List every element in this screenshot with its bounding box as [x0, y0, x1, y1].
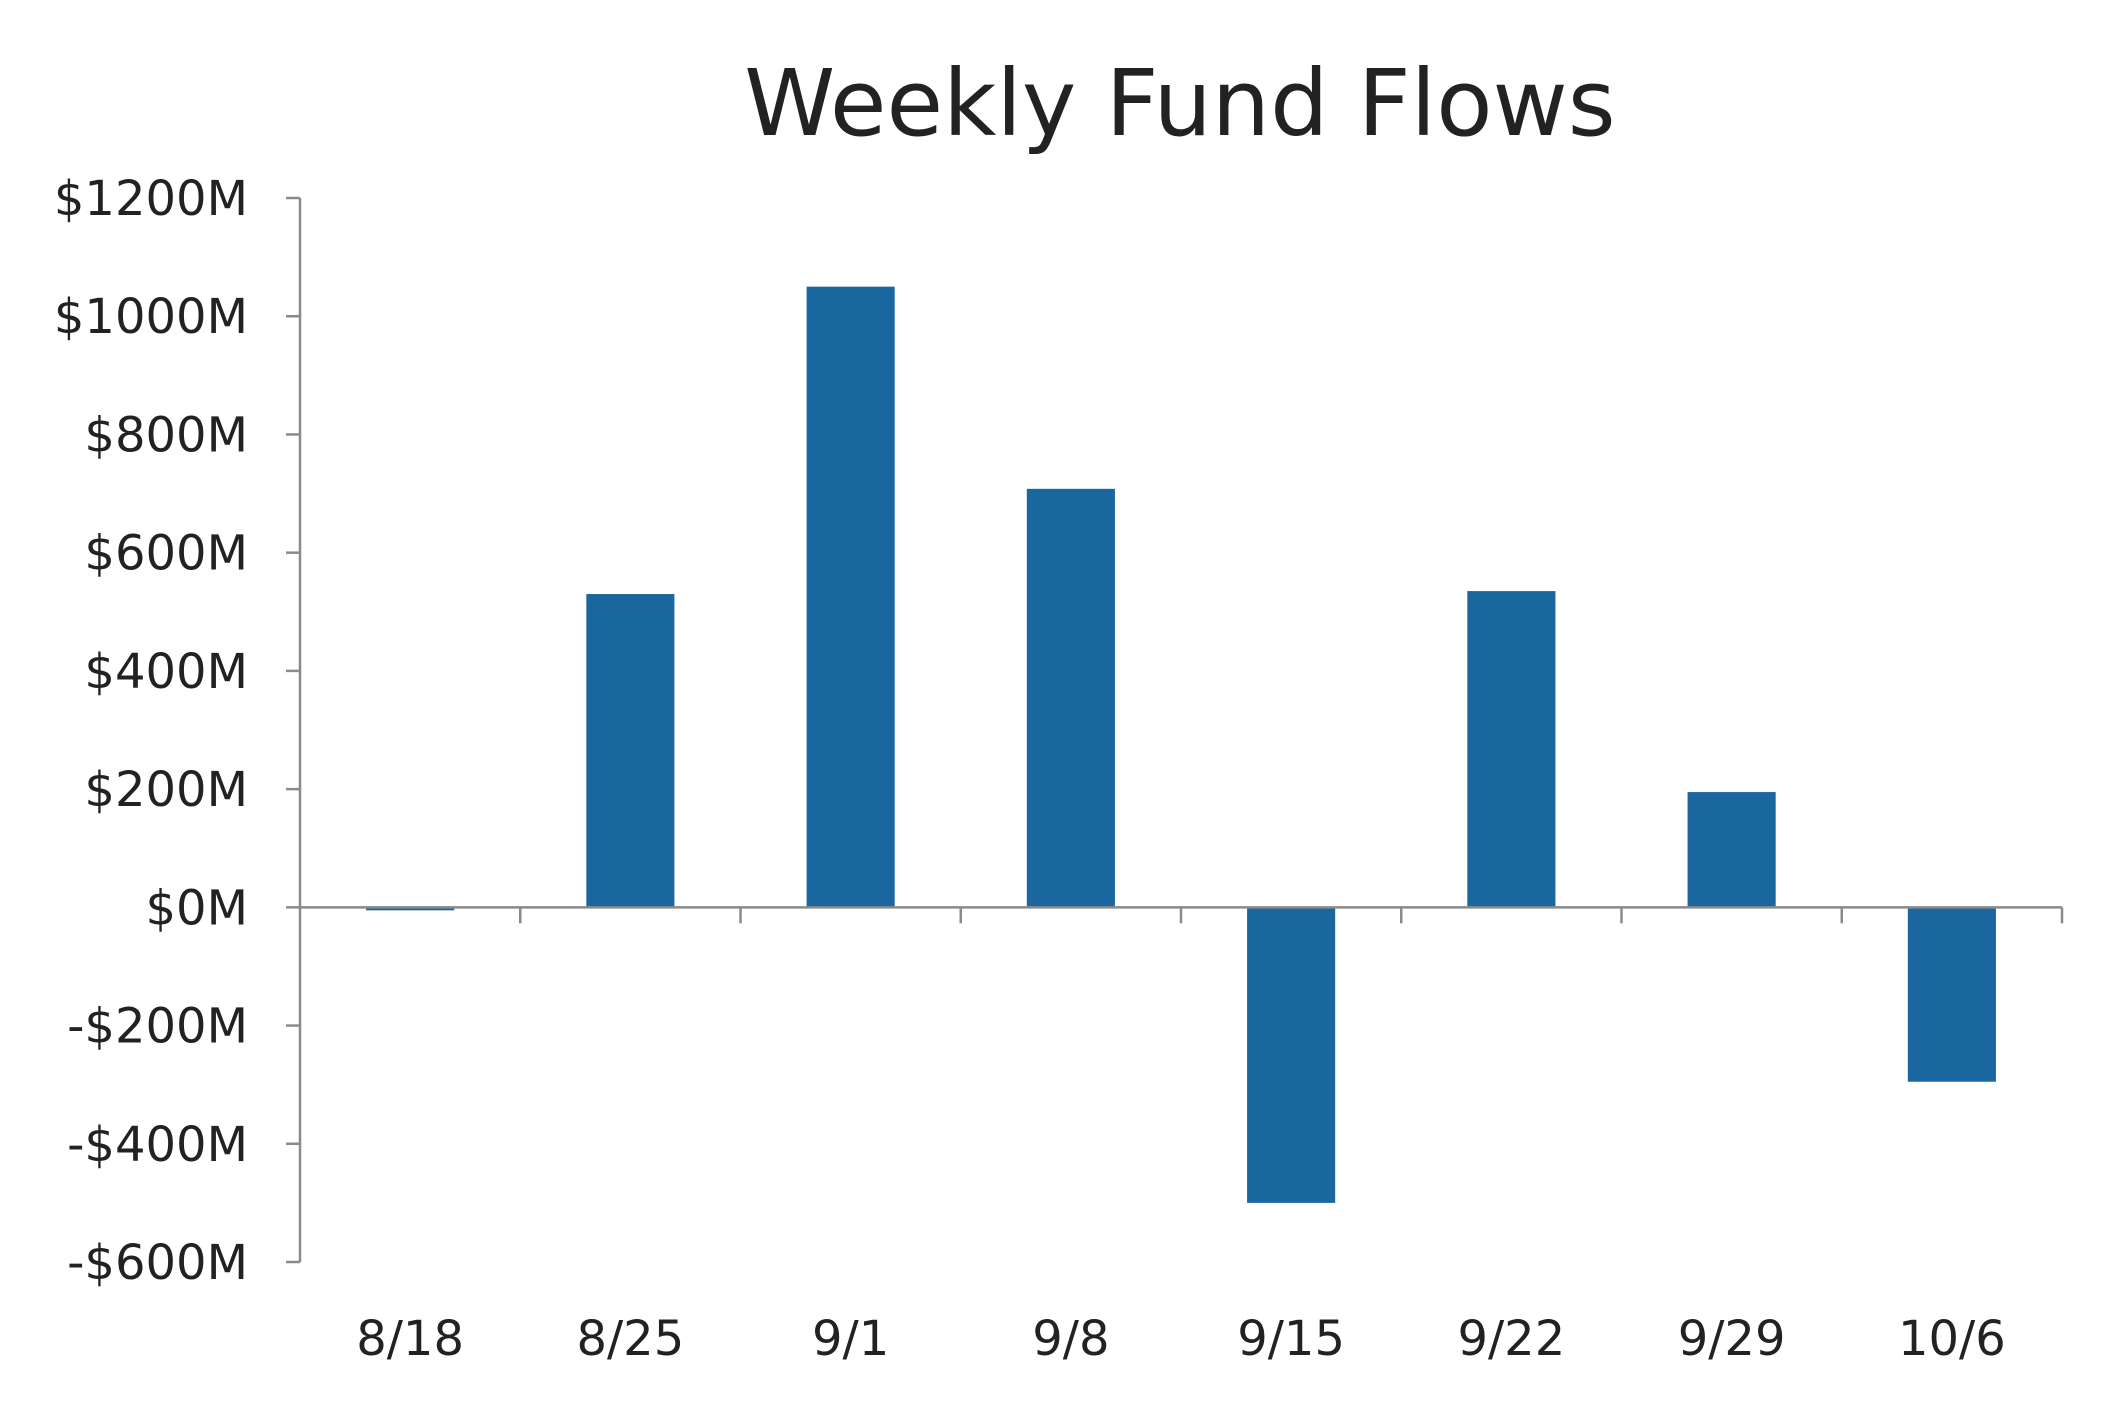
bar-9-8: [1026, 488, 1115, 908]
bar-9-22: [1467, 591, 1556, 908]
bar-9-1: [806, 286, 895, 908]
y-tick-label: $0M: [146, 880, 249, 936]
x-tick-label: 8/18: [356, 1311, 464, 1367]
x-tick-label: 9/8: [1032, 1311, 1109, 1367]
y-tick-label: $200M: [84, 762, 248, 818]
x-tick-label: 9/22: [1457, 1311, 1565, 1367]
y-tick-label: -$200M: [67, 999, 248, 1055]
x-tick-label: 8/25: [576, 1311, 684, 1367]
x-tick-label: 9/15: [1237, 1311, 1345, 1367]
y-tick-label: $600M: [84, 526, 248, 582]
bar-9-29: [1687, 792, 1776, 908]
x-tick-label: 9/29: [1678, 1311, 1786, 1367]
y-tick-label: -$400M: [67, 1117, 248, 1173]
x-tick-label: 9/1: [812, 1311, 889, 1367]
bar-10-6: [1907, 907, 1996, 1082]
y-tick-label: -$600M: [67, 1235, 248, 1291]
y-tick-label: $1200M: [54, 171, 248, 227]
y-tick-label: $1000M: [54, 289, 248, 345]
bar-8-25: [586, 594, 675, 908]
plot-area: $1200M $1000M $800M $600M $400M $200M $0M -$200…: [54, 171, 2064, 1367]
bar-8-18: [366, 907, 455, 911]
y-tick-label: $400M: [84, 644, 248, 700]
chart-title: Weekly Fund Flows: [744, 50, 1615, 157]
x-tick-label: 10/6: [1898, 1311, 2006, 1367]
bar-9-15: [1247, 907, 1336, 1203]
y-tick-label: $800M: [84, 407, 248, 463]
